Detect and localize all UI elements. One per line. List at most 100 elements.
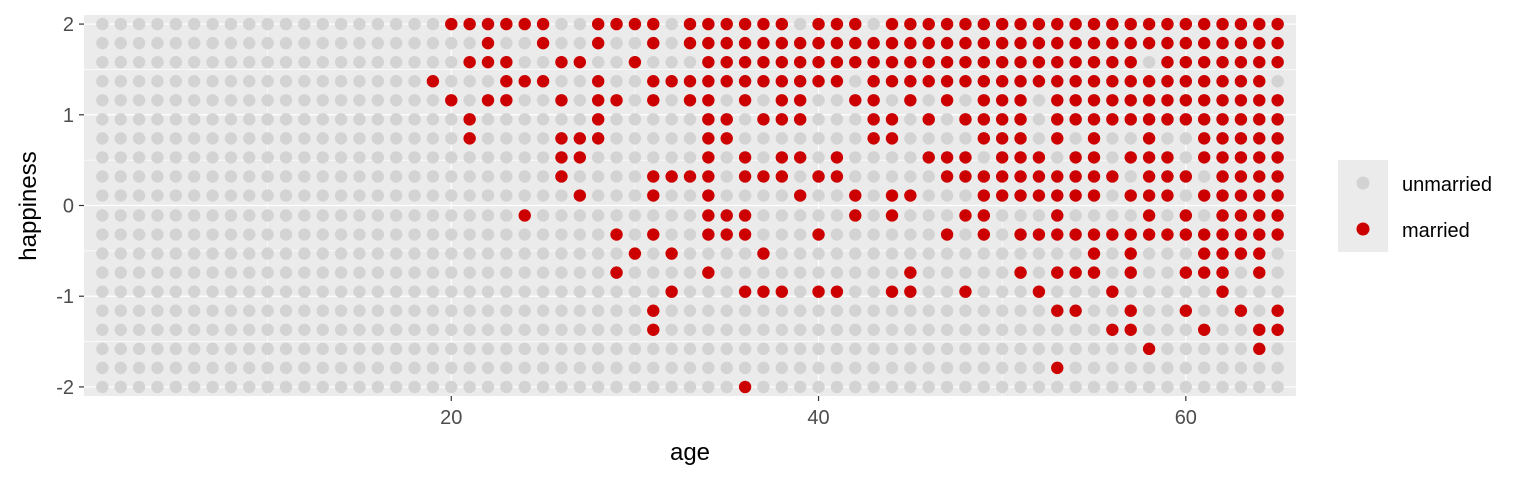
point-unmarried: [261, 132, 274, 145]
point-unmarried: [665, 304, 678, 317]
point-unmarried: [959, 94, 972, 107]
point-unmarried: [279, 380, 293, 394]
point-unmarried: [665, 209, 678, 222]
point-unmarried: [793, 247, 807, 260]
point-unmarried: [371, 170, 385, 183]
point-unmarried: [371, 94, 385, 107]
point-unmarried: [885, 304, 899, 317]
point-unmarried: [849, 113, 862, 126]
point-married: [1051, 132, 1064, 145]
point-unmarried: [316, 209, 329, 222]
point-married: [1032, 55, 1046, 69]
point-unmarried: [720, 266, 733, 279]
point-unmarried: [1124, 132, 1137, 145]
point-married: [757, 285, 770, 298]
point-unmarried: [536, 113, 550, 126]
point-unmarried: [1197, 380, 1211, 394]
point-unmarried: [904, 113, 917, 126]
point-unmarried: [940, 285, 954, 298]
point-unmarried: [408, 247, 421, 260]
point-unmarried: [757, 151, 770, 164]
point-unmarried: [518, 55, 531, 69]
point-unmarried: [298, 361, 311, 375]
point-married: [702, 132, 715, 145]
point-unmarried: [206, 323, 219, 336]
point-unmarried: [353, 132, 366, 145]
point-unmarried: [243, 170, 256, 183]
point-unmarried: [922, 247, 935, 260]
point-married: [738, 228, 752, 241]
point-married: [849, 17, 862, 31]
point-unmarried: [830, 209, 844, 222]
point-unmarried: [555, 342, 568, 356]
point-unmarried: [187, 94, 201, 107]
point-married: [1051, 94, 1064, 107]
point-married: [555, 151, 568, 164]
point-unmarried: [1106, 189, 1119, 202]
point-unmarried: [812, 342, 825, 356]
point-unmarried: [187, 36, 201, 50]
point-married: [720, 113, 733, 126]
point-married: [959, 170, 972, 183]
point-unmarried: [1032, 380, 1046, 394]
point-unmarried: [371, 342, 385, 356]
point-unmarried: [481, 151, 495, 164]
point-unmarried: [683, 285, 697, 298]
point-married: [1216, 113, 1229, 126]
point-married: [1051, 209, 1064, 222]
point-unmarried: [536, 189, 550, 202]
point-unmarried: [628, 36, 642, 50]
point-married: [1253, 323, 1266, 336]
y-tick-label: 2: [63, 14, 74, 36]
point-married: [977, 36, 991, 50]
point-unmarried: [793, 285, 807, 298]
point-married: [849, 55, 862, 69]
point-married: [885, 113, 899, 126]
point-unmarried: [334, 209, 348, 222]
point-married: [1069, 151, 1082, 164]
point-unmarried: [1032, 94, 1046, 107]
point-unmarried: [665, 94, 678, 107]
point-unmarried: [738, 342, 752, 356]
point-married: [812, 17, 825, 31]
point-married: [1271, 55, 1284, 69]
point-unmarried: [500, 189, 513, 202]
point-unmarried: [849, 247, 862, 260]
point-unmarried: [298, 94, 311, 107]
point-unmarried: [1253, 304, 1266, 317]
point-married: [1106, 113, 1119, 126]
point-married: [830, 17, 844, 31]
point-married: [1014, 75, 1027, 88]
point-unmarried: [922, 323, 935, 336]
point-married: [1014, 113, 1027, 126]
point-unmarried: [665, 36, 678, 50]
point-unmarried: [628, 266, 642, 279]
point-married: [1271, 189, 1284, 202]
point-unmarried: [573, 361, 587, 375]
point-unmarried: [812, 113, 825, 126]
point-unmarried: [555, 113, 568, 126]
point-married: [702, 189, 715, 202]
point-unmarried: [500, 151, 513, 164]
point-married: [1014, 36, 1027, 50]
point-unmarried: [1032, 209, 1046, 222]
point-married: [1124, 113, 1137, 126]
point-unmarried: [316, 170, 329, 183]
point-unmarried: [995, 304, 1009, 317]
point-unmarried: [298, 189, 311, 202]
point-married: [1142, 209, 1156, 222]
point-married: [1271, 94, 1284, 107]
point-unmarried: [518, 380, 531, 394]
point-married: [1106, 75, 1119, 88]
point-unmarried: [132, 55, 146, 69]
point-unmarried: [793, 380, 807, 394]
point-unmarried: [371, 17, 385, 31]
point-married: [683, 75, 697, 88]
point-unmarried: [1271, 75, 1284, 88]
point-married: [463, 17, 476, 31]
point-married: [683, 94, 697, 107]
point-unmarried: [243, 94, 256, 107]
point-married: [647, 170, 660, 183]
point-married: [1014, 228, 1027, 241]
point-married: [1051, 75, 1064, 88]
